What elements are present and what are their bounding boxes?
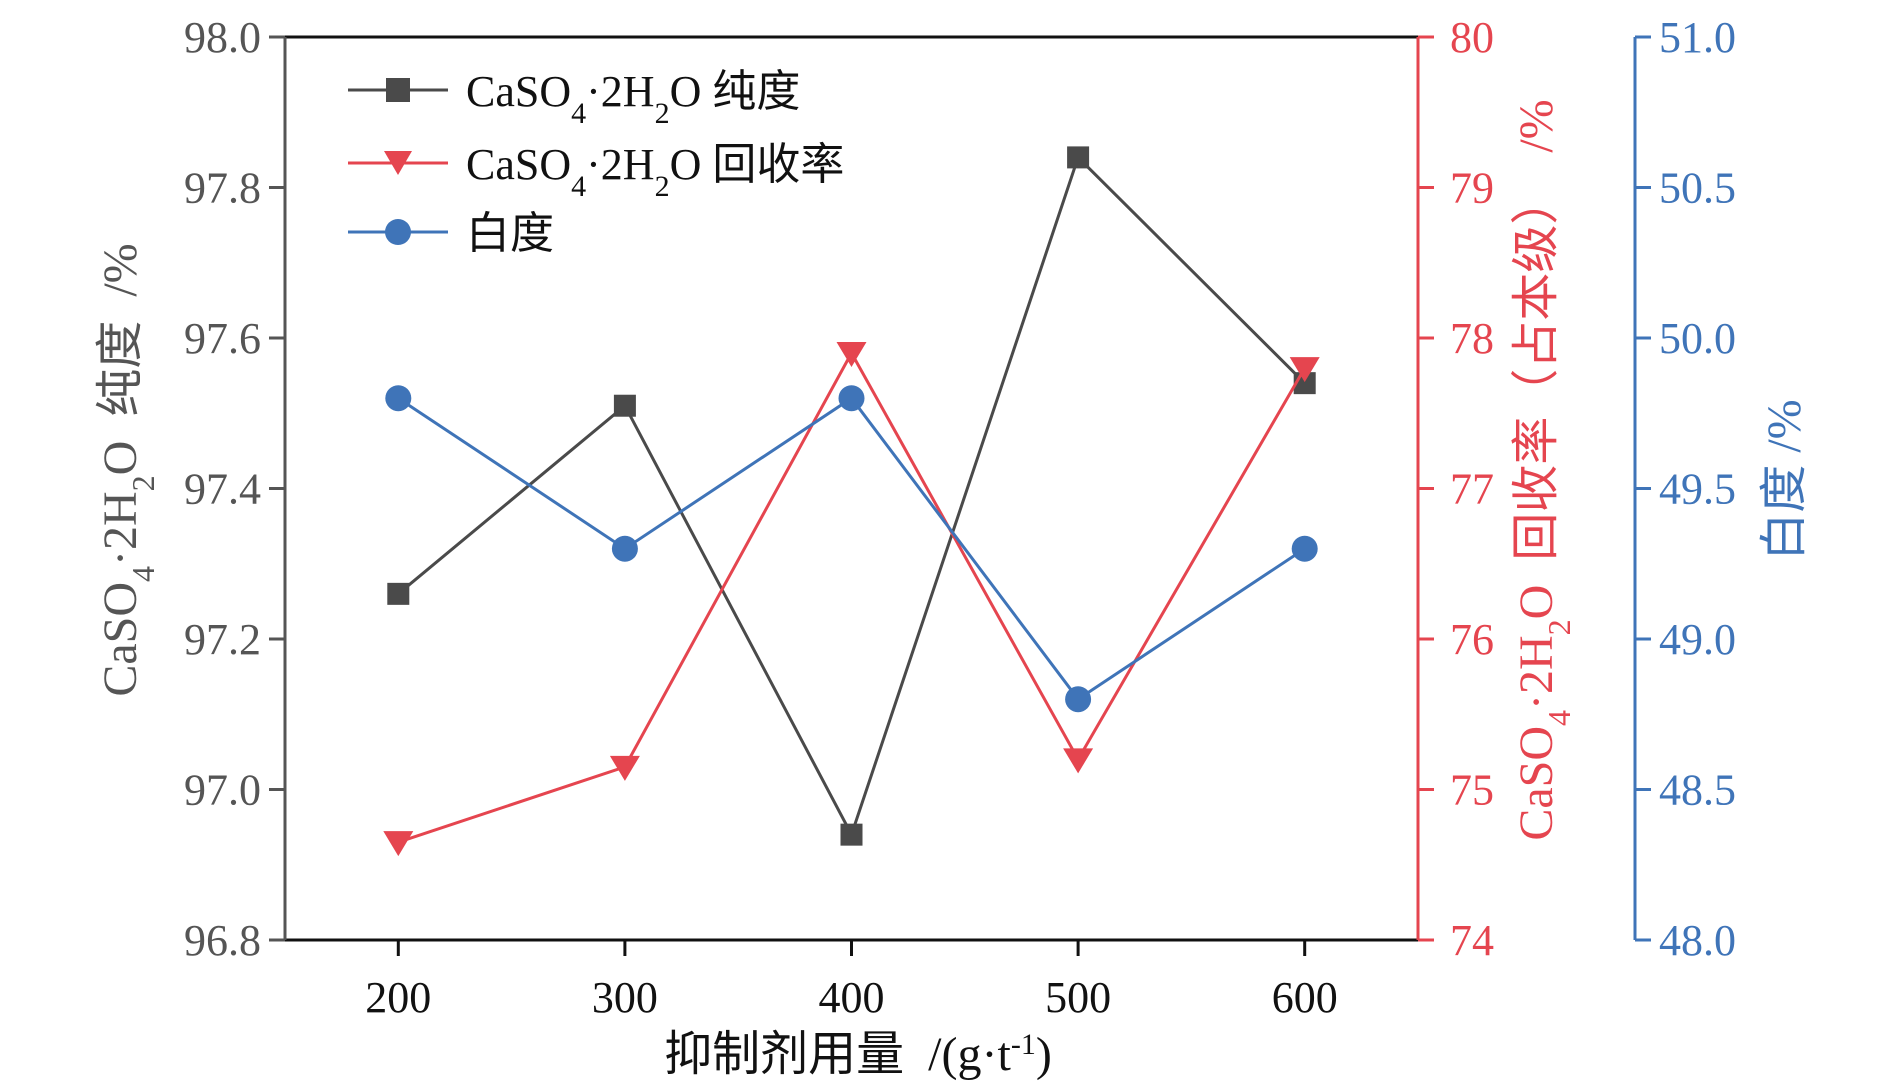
data-point-recovery	[1289, 357, 1320, 383]
data-point-purity	[840, 823, 863, 846]
right1-tick-label: 76	[1450, 615, 1494, 664]
left-tick-label: 97.4	[184, 465, 261, 514]
right1-tick-label: 75	[1450, 766, 1494, 815]
data-point-recovery	[836, 342, 867, 368]
legend-entry-recovery: CaSO4·2H2O 回收率	[348, 140, 844, 203]
left-tick-label: 97.2	[184, 615, 261, 664]
legend-marker-square	[386, 78, 410, 102]
data-point-whiteness	[1291, 535, 1318, 562]
data-point-recovery	[1063, 748, 1094, 774]
left-tick-label: 97.8	[184, 164, 261, 213]
right1-tick-label: 78	[1450, 314, 1494, 363]
legend-entry-purity: CaSO4·2H2O 纯度	[348, 67, 800, 130]
data-point-recovery	[383, 831, 414, 857]
legend: CaSO4·2H2O 纯度 CaSO4·2H2O 回收率 白度	[348, 67, 844, 258]
data-point-whiteness	[611, 535, 638, 562]
x-axis-title: 抑制剂用量 /(g·t-1)	[664, 1028, 1052, 1082]
x-tick-label: 300	[592, 973, 658, 1022]
x-tick-label: 200	[365, 973, 431, 1022]
right1-axis-title: CaSO4·2H2O 回收率（占本级） /%	[1510, 99, 1577, 840]
series-line-recovery	[397, 349, 1306, 844]
right2-tick-label: 48.0	[1659, 916, 1736, 965]
right1-tick-label: 79	[1450, 164, 1494, 213]
legend-entry-whiteness: 白度	[348, 209, 554, 258]
right2-tick-label: 50.0	[1659, 314, 1736, 363]
right1-tick-label: 77	[1450, 465, 1494, 514]
right2-tick-label: 49.0	[1659, 615, 1736, 664]
right2-tick-label: 48.5	[1659, 766, 1736, 815]
left-tick-label: 98.0	[184, 13, 261, 62]
right2-axis-title: 白度 /%	[1758, 399, 1811, 560]
legend-marker-triangle	[384, 151, 412, 175]
legend-label-recovery: CaSO4·2H2O 回收率	[466, 140, 844, 203]
x-tick-label: 400	[819, 973, 885, 1022]
data-point-purity	[387, 582, 410, 605]
left-axis-title: CaSO4·2H2O 纯度 /%	[94, 243, 161, 696]
series-line-whiteness	[397, 396, 1306, 702]
legend-label-whiteness: 白度	[466, 209, 554, 258]
right1-tick-label: 74	[1450, 916, 1494, 965]
x-tick-label: 500	[1045, 973, 1111, 1022]
left-tick-label: 96.8	[184, 916, 261, 965]
right2-tick-label: 50.5	[1659, 164, 1736, 213]
data-point-whiteness	[385, 385, 412, 412]
data-point-recovery	[609, 755, 640, 781]
right2-tick-label: 49.5	[1659, 465, 1736, 514]
right2-tick-label: 51.0	[1659, 13, 1736, 62]
data-point-purity	[1067, 146, 1090, 169]
data-point-whiteness	[1065, 686, 1092, 713]
data-point-whiteness	[838, 385, 865, 412]
x-tick-label: 600	[1272, 973, 1338, 1022]
left-tick-label: 97.6	[184, 314, 261, 363]
left-tick-label: 97.0	[184, 766, 261, 815]
series-line-purity	[397, 154, 1306, 839]
legend-label-purity: CaSO4·2H2O 纯度	[466, 67, 800, 130]
right1-tick-label: 80	[1450, 13, 1494, 62]
legend-marker-circle	[385, 219, 411, 245]
chart-marks: 200 300 400 500 600 96.8 97.0 97.2 97.4 97.6 97.8 9…	[184, 13, 1736, 1022]
data-point-purity	[613, 394, 636, 417]
